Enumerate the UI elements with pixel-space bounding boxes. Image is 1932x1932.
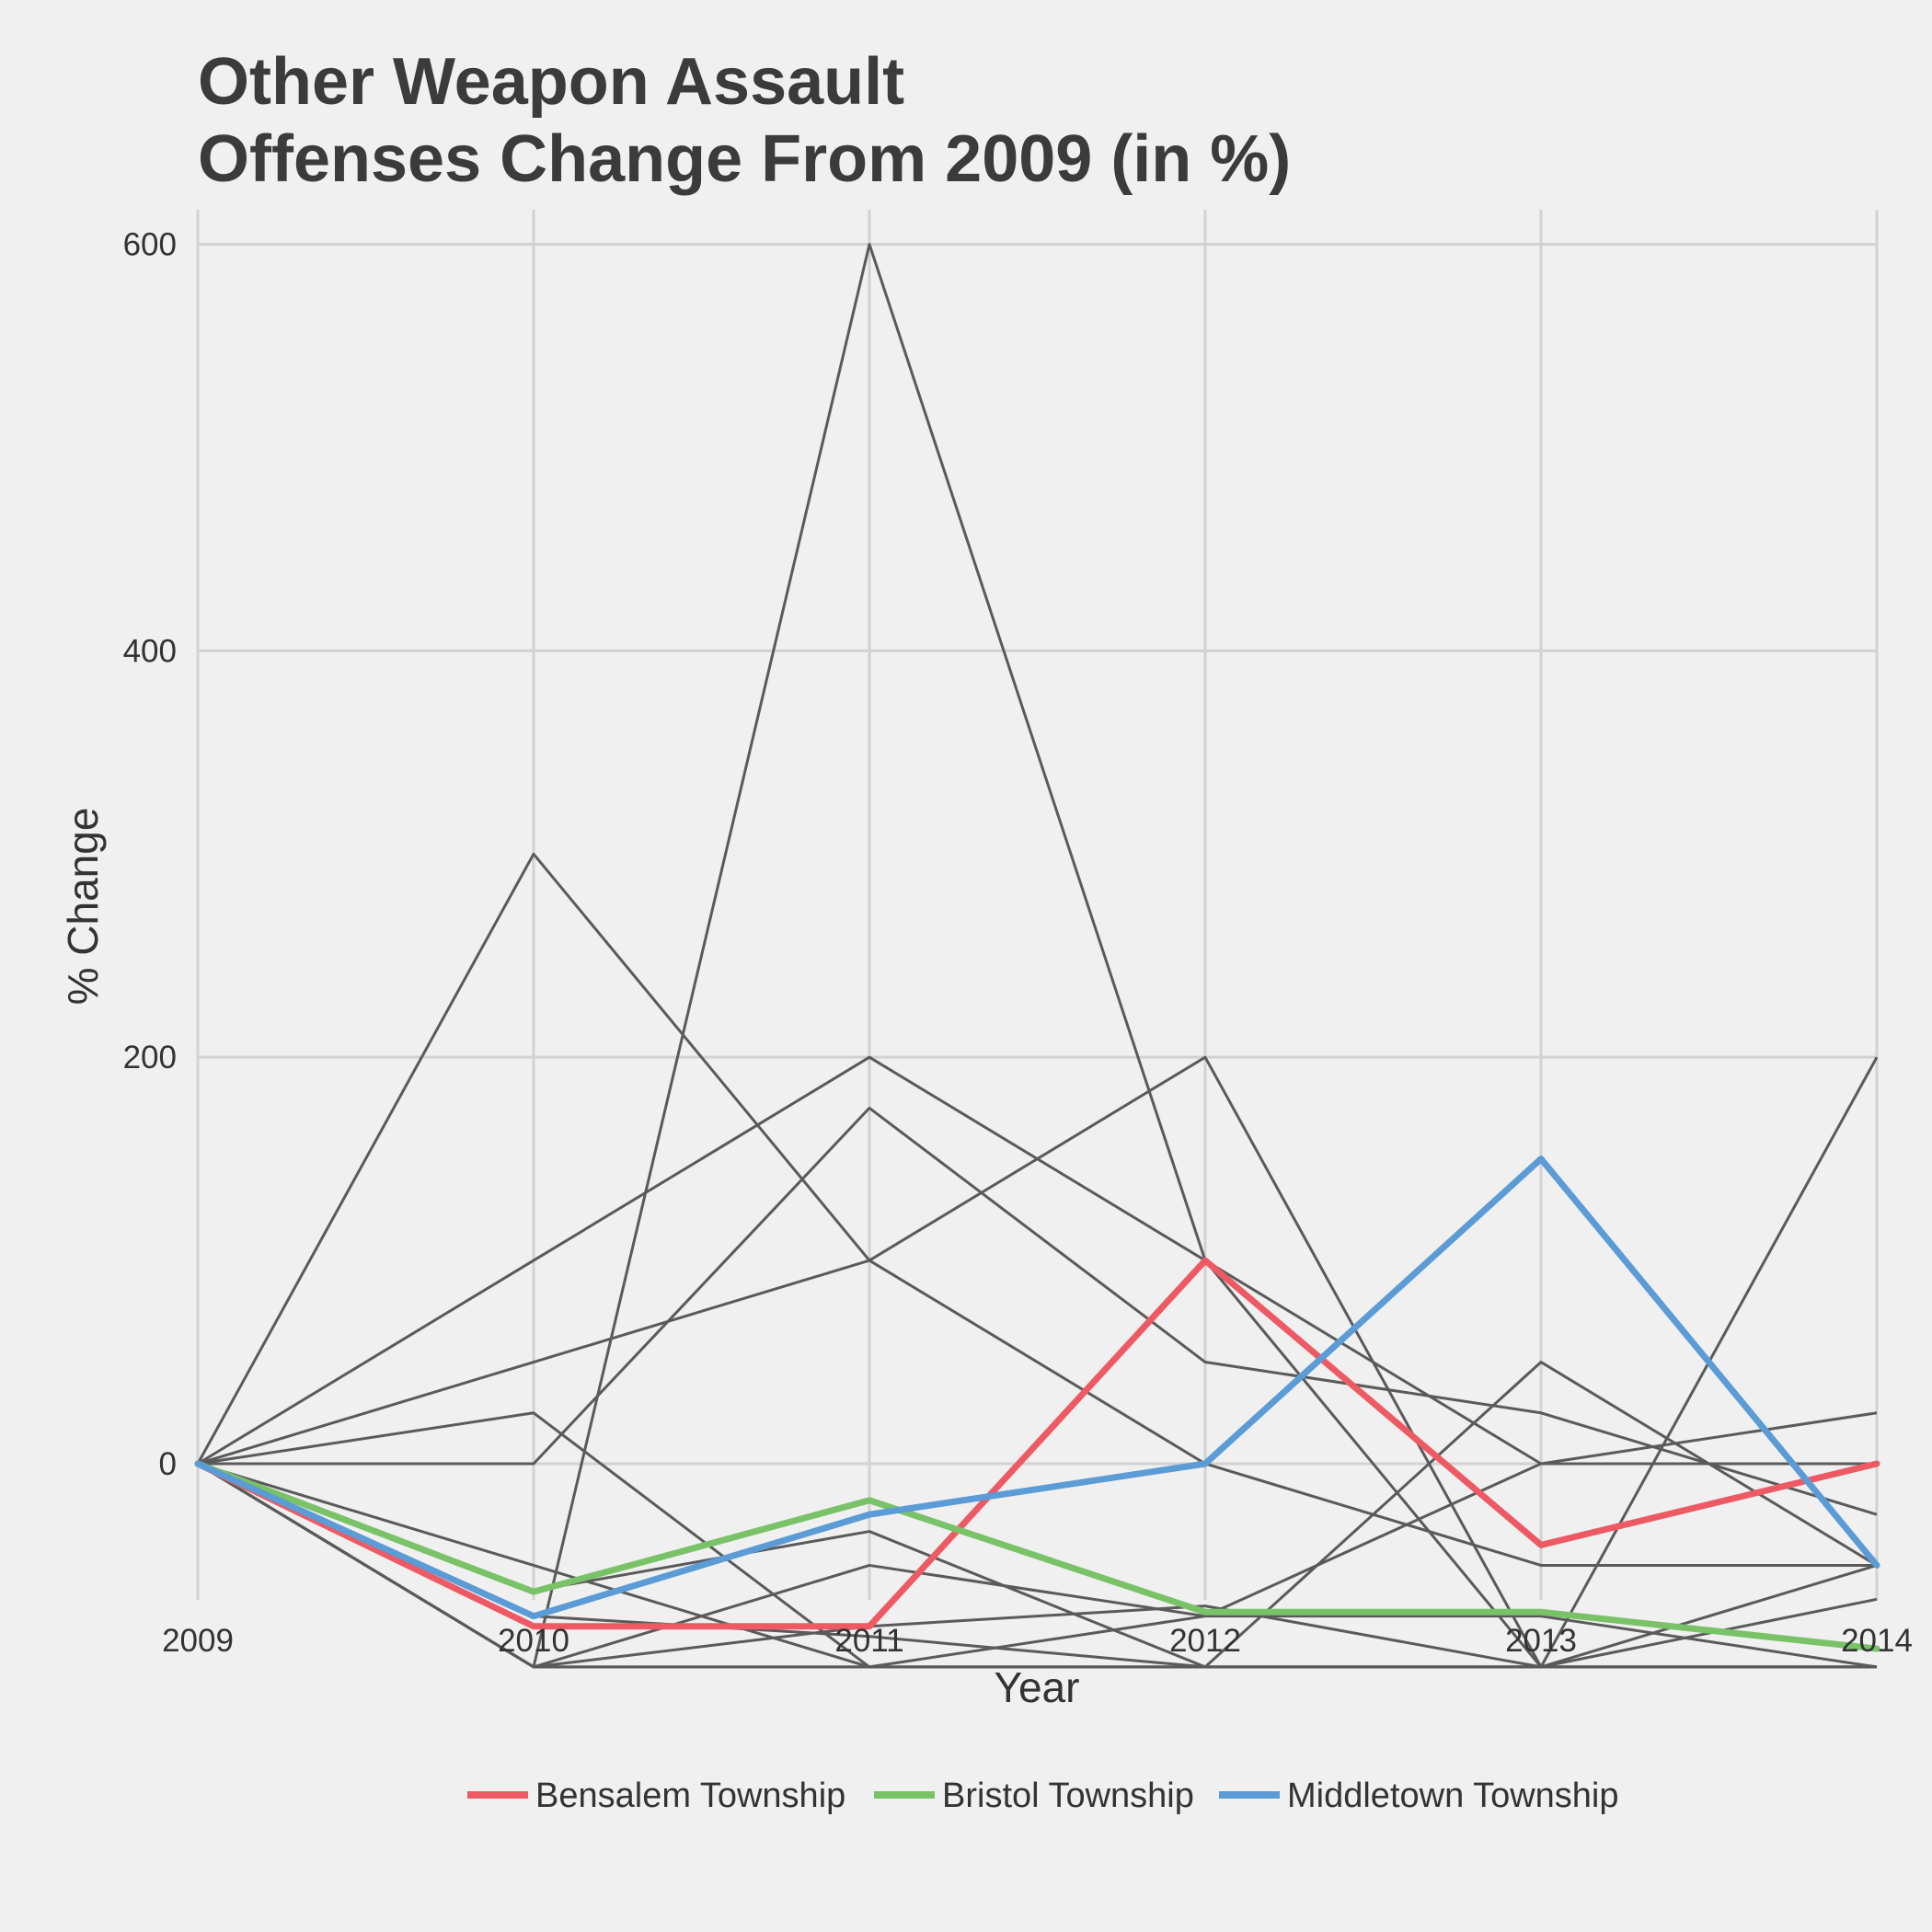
x-tick-label: 2013 bbox=[1505, 1623, 1577, 1659]
y-tick-label: 400 bbox=[123, 633, 177, 669]
series-line-highlight bbox=[194, 1460, 1880, 1652]
y-axis-title: % Change bbox=[59, 808, 107, 1006]
y-tick-label: 600 bbox=[123, 227, 177, 263]
highlighted-series bbox=[194, 1156, 1880, 1652]
legend-label: Bristol Township bbox=[942, 1777, 1194, 1815]
series-line-other bbox=[198, 1106, 1878, 1516]
x-axis-title: Year bbox=[995, 1663, 1080, 1711]
series-line-highlight bbox=[194, 1257, 1880, 1630]
x-tick-label: 2014 bbox=[1841, 1623, 1913, 1659]
y-tick-label: 200 bbox=[123, 1040, 177, 1075]
x-tick-label: 2010 bbox=[498, 1623, 569, 1659]
legend-label: Bensalem Township bbox=[535, 1777, 845, 1815]
background-series bbox=[196, 243, 1879, 1669]
x-tick-label: 2012 bbox=[1169, 1623, 1241, 1659]
chart-title-line-1: Other Weapon Assault bbox=[198, 45, 904, 119]
tick-labels: 2009 2010 2011 2012 2013 2014 0 200 400 600 bbox=[123, 227, 1913, 1659]
series-line-highlight bbox=[194, 1156, 1880, 1620]
legend-label: Middletown Township bbox=[1287, 1777, 1619, 1815]
series-line-other bbox=[197, 1462, 1877, 1669]
x-tick-label: 2011 bbox=[834, 1623, 903, 1659]
chart-title-line-2: Offenses Change From 2009 (in %) bbox=[198, 122, 1291, 196]
legend: Bensalem Township Bristol Township Middlet… bbox=[467, 1777, 1619, 1815]
y-tick-label: 0 bbox=[159, 1446, 177, 1482]
x-tick-label: 2009 bbox=[162, 1623, 234, 1659]
